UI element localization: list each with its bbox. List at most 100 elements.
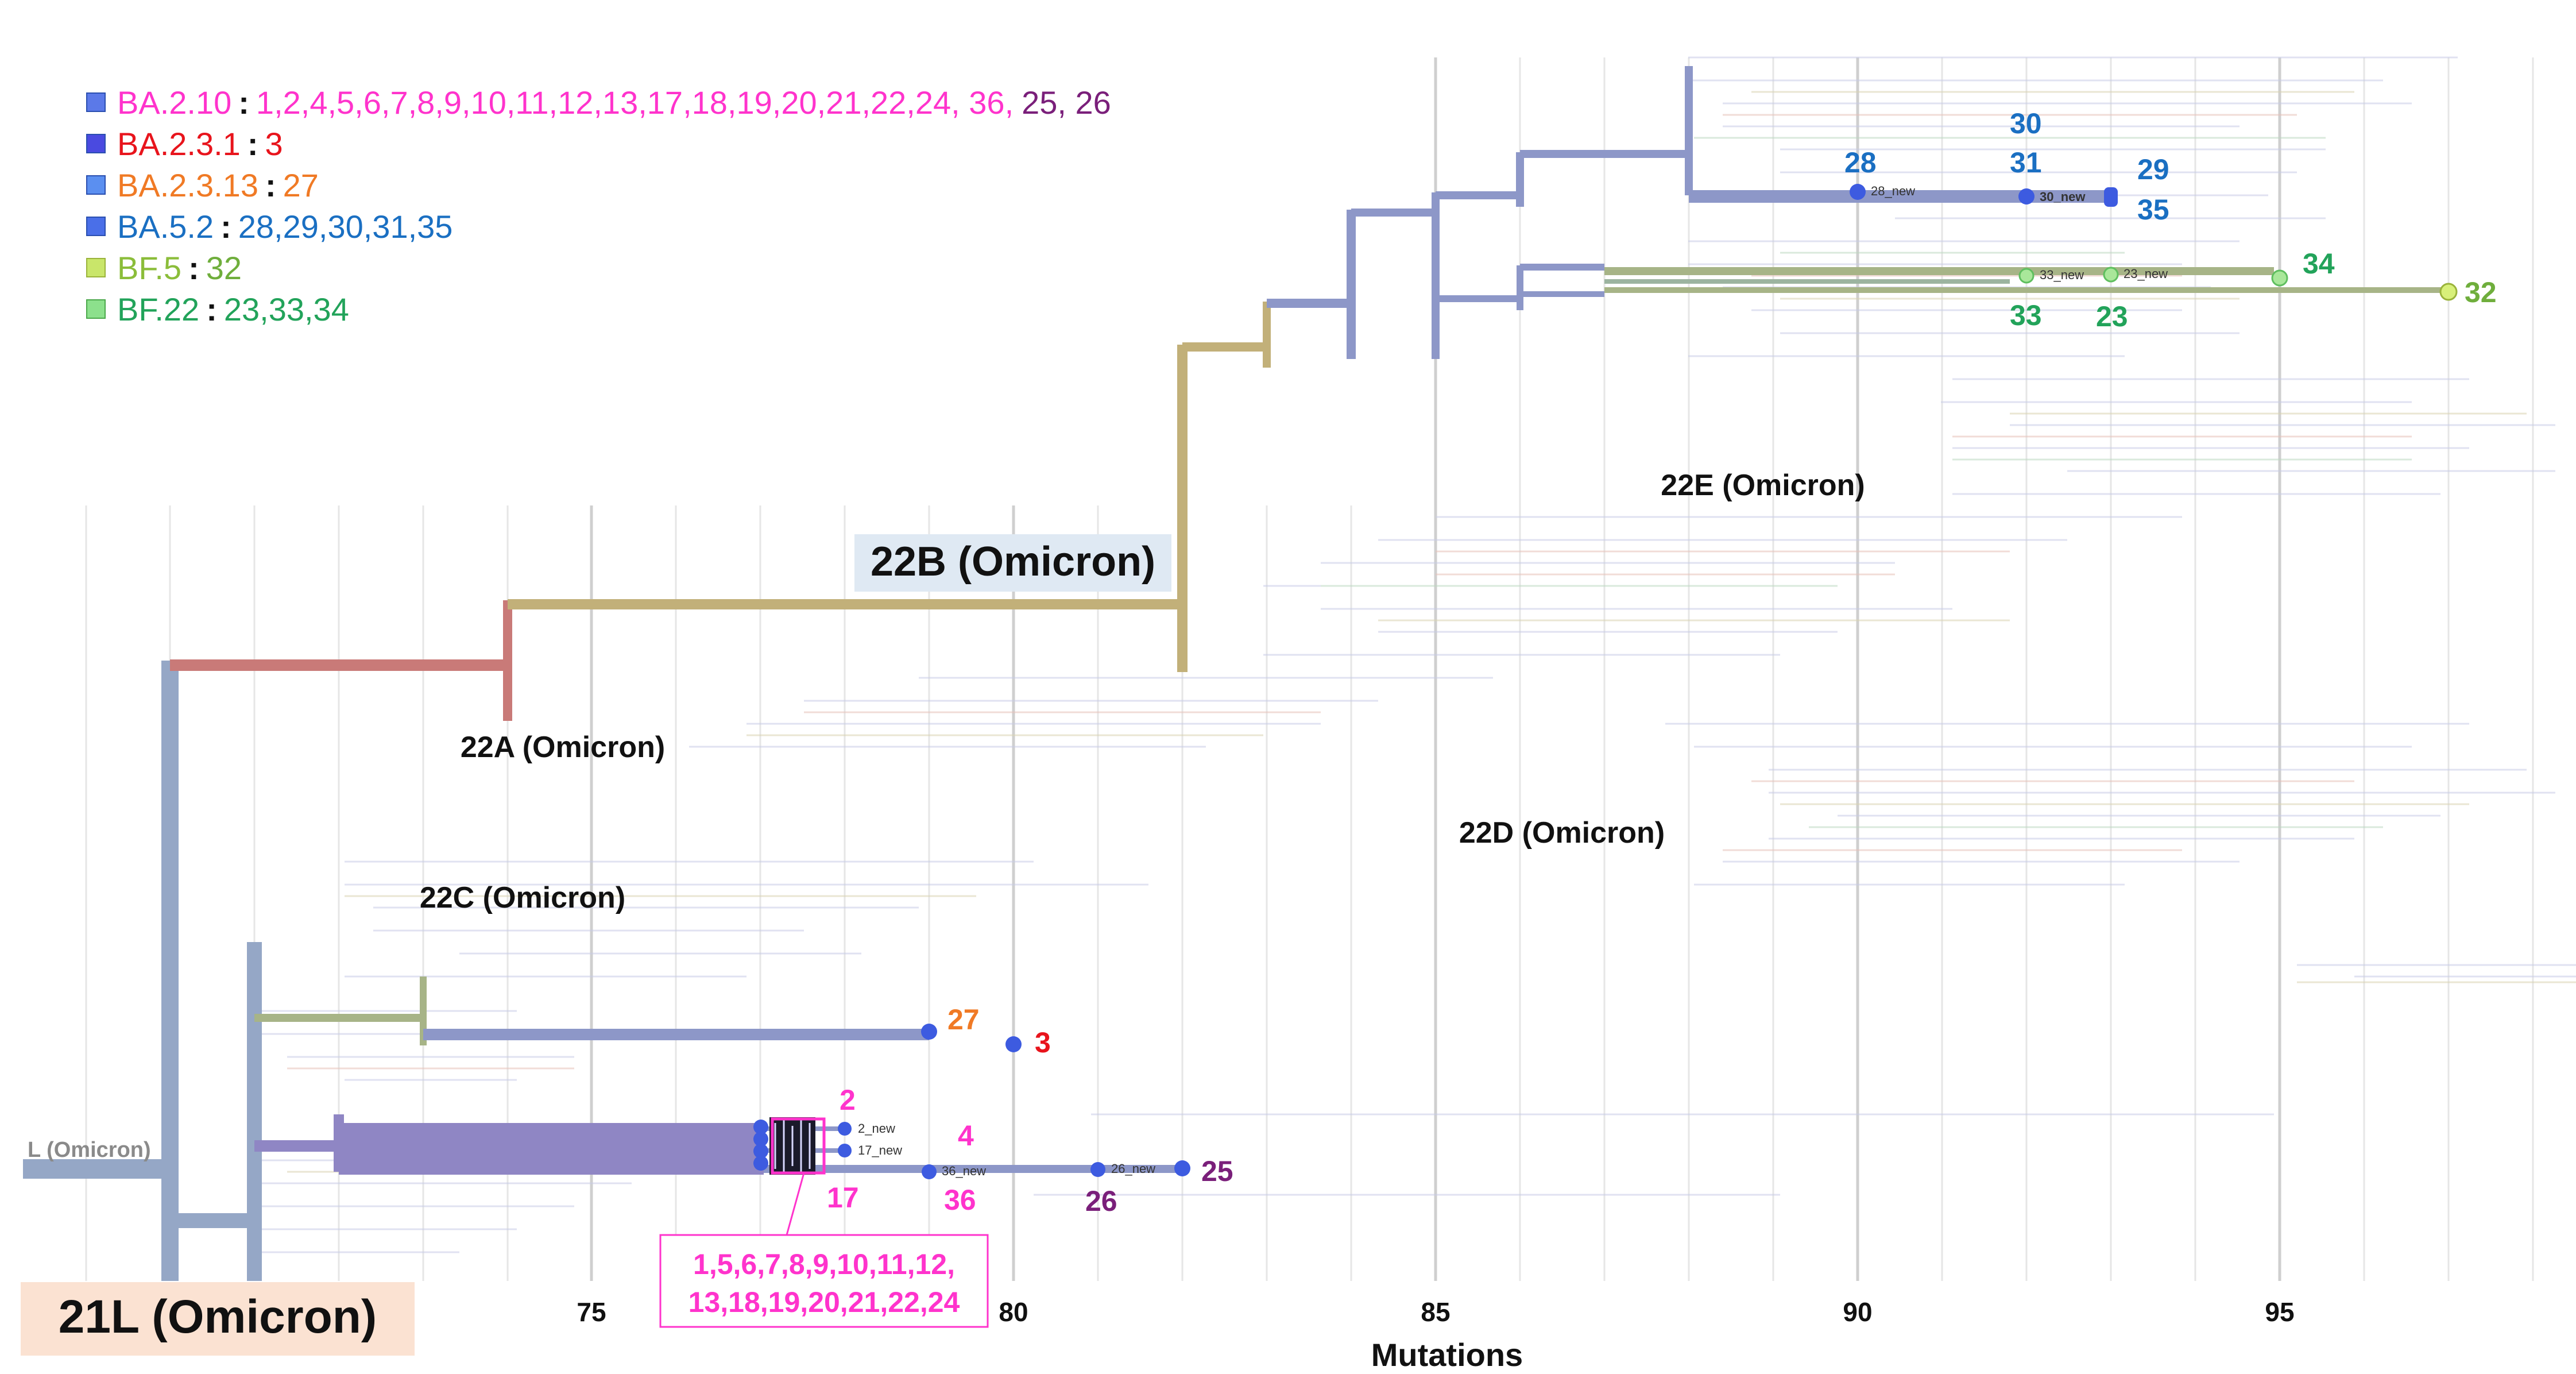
legend-lineage: BA.5.2 <box>117 208 214 245</box>
tip-tag-17: 17_new <box>858 1143 902 1157</box>
sample-label-29: 29 <box>2137 153 2169 186</box>
cluster-annotation-box <box>659 1234 989 1328</box>
legend-separator: : <box>265 167 276 203</box>
x-tick-label: 85 <box>1421 1297 1450 1327</box>
clade-label-22d: 22D (Omicron) <box>1459 816 1665 850</box>
legend-separator: : <box>206 291 217 327</box>
clade-labels: 22B (Omicron) 22A (Omicron) 22C (Omicron… <box>21 469 1865 1356</box>
clade-label-22c: 22C (Omicron) <box>420 881 625 914</box>
sample-label-33: 33 <box>2010 299 2042 331</box>
legend-lineage: BF.22 <box>117 291 200 327</box>
tip-tag-36: 36_new <box>942 1164 986 1178</box>
tree-branches <box>23 66 2447 1281</box>
tip-node-3 <box>1005 1036 1022 1052</box>
cluster-annotation: 1,5,6,7,8,9,10,11,12, 13,18,19,20,21,22,… <box>659 1234 989 1328</box>
tip-node-23 <box>2103 267 2119 283</box>
dense-cluster <box>753 1117 826 1175</box>
tip-node-27 <box>921 1024 937 1040</box>
cluster-leader-line <box>786 1172 805 1236</box>
clade-label-21l: 21L (Omicron) <box>59 1291 377 1343</box>
tip-tag-23: 23_new <box>2124 267 2168 281</box>
cluster-annotation-line1: 1,5,6,7,8,9,10,11,12, <box>693 1248 955 1280</box>
legend-item-ba-2-3-13[interactable]: BA.2.3.13 : 27 <box>86 164 1111 206</box>
sample-label-28: 28 <box>1844 146 1877 179</box>
x-axis-title: Mutations <box>1371 1337 1523 1373</box>
legend-separator: : <box>221 208 231 245</box>
sample-label-23: 23 <box>2096 300 2128 333</box>
legend-swatch-icon <box>86 175 106 195</box>
legend-samples: 1,2,4,5,6,7,8,9,10,11,12,13,17,18,19,20,… <box>256 84 1014 121</box>
sample-label-36: 36 <box>944 1184 976 1216</box>
legend-lineage: BA.2.3.1 <box>117 125 241 162</box>
sample-label-25: 25 <box>1201 1155 1233 1187</box>
sample-label-2: 2 <box>840 1084 856 1116</box>
cluster-annotation-line2: 13,18,19,20,21,22,24 <box>689 1286 960 1318</box>
legend-swatch-icon <box>86 299 106 319</box>
clade-label-22b: 22B (Omicron) <box>871 539 1155 585</box>
tip-node-33 <box>2018 268 2035 284</box>
legend: BA.2.10 : 1,2,4,5,6,7,8,9,10,11,12,13,17… <box>86 82 1111 330</box>
tip-node-26 <box>1090 1162 1105 1177</box>
tip-tag-28: 28_new <box>1871 184 1915 198</box>
tip-node-17 <box>838 1144 852 1157</box>
clade-label-21l-root: L (Omicron) <box>28 1138 151 1162</box>
x-axis: 75 80 85 90 95 Mutations <box>577 1297 2294 1373</box>
sample-labels: 28 30 31 29 35 34 32 33 23 27 3 2 4 25 1… <box>827 107 2497 1217</box>
tip-tags: 28_new 30_new 33_new 23_new 2_new 17_new… <box>858 184 2168 1178</box>
legend-item-bf-22[interactable]: BF.22 : 23,33,34 <box>86 288 1111 330</box>
tip-nodes <box>838 184 2458 1179</box>
tip-tag-2: 2_new <box>858 1121 895 1136</box>
legend-swatch-icon <box>86 92 106 112</box>
legend-item-bf-5[interactable]: BF.5 : 32 <box>86 247 1111 288</box>
sample-label-32: 32 <box>2465 276 2497 308</box>
tip-tag-26: 26_new <box>1111 1161 1155 1176</box>
legend-separator: : <box>188 249 199 286</box>
legend-samples-extra: 25, 26 <box>1022 84 1111 121</box>
legend-lineage: BA.2.3.13 <box>117 167 258 203</box>
tip-node-34 <box>2271 269 2288 287</box>
legend-samples: 28,29,30,31,35 <box>238 208 453 245</box>
legend-item-ba-2-10[interactable]: BA.2.10 : 1,2,4,5,6,7,8,9,10,11,12,13,17… <box>86 82 1111 123</box>
legend-swatch-icon <box>86 258 106 277</box>
legend-lineage: BF.5 <box>117 249 182 286</box>
clade-label-22e: 22E (Omicron) <box>1661 469 1865 502</box>
tip-node-29-35 <box>2104 187 2118 207</box>
x-tick-label: 90 <box>1843 1297 1872 1327</box>
legend-swatch-icon <box>86 217 106 236</box>
background-branches <box>258 56 2576 1253</box>
tip-node-36 <box>922 1164 937 1179</box>
legend-lineage: BA.2.10 <box>117 84 232 121</box>
legend-separator: : <box>238 84 249 121</box>
tip-node-28 <box>1850 184 1866 200</box>
sample-label-26: 26 <box>1085 1185 1117 1217</box>
legend-samples: 3 <box>265 125 283 162</box>
tip-node-25 <box>1174 1160 1190 1176</box>
sample-label-17: 17 <box>827 1182 859 1214</box>
tip-node-31 <box>2021 193 2032 204</box>
clade-22b-background <box>854 534 1171 592</box>
legend-swatch-icon <box>86 134 106 153</box>
tip-tag-33: 33_new <box>2040 268 2084 282</box>
tip-node-2 <box>838 1122 852 1136</box>
legend-separator: : <box>247 125 258 162</box>
x-tick-label: 75 <box>577 1297 606 1327</box>
sample-label-31: 31 <box>2010 146 2042 179</box>
x-tick-label: 95 <box>2265 1297 2294 1327</box>
branch-ba210-block <box>339 1123 764 1175</box>
tip-node-32 <box>2439 283 2458 301</box>
sample-label-35: 35 <box>2137 194 2169 226</box>
sample-label-27: 27 <box>947 1004 980 1036</box>
sample-label-3: 3 <box>1035 1026 1051 1059</box>
legend-samples: 23,33,34 <box>223 291 349 327</box>
sample-label-30: 30 <box>2010 107 2042 140</box>
sample-label-34: 34 <box>2303 248 2335 280</box>
legend-item-ba-2-3-1[interactable]: BA.2.3.1 : 3 <box>86 123 1111 164</box>
sample-label-4: 4 <box>958 1120 974 1152</box>
legend-samples: 32 <box>206 249 242 286</box>
legend-item-ba-5-2[interactable]: BA.5.2 : 28,29,30,31,35 <box>86 206 1111 247</box>
clade-21l-background <box>21 1282 415 1356</box>
tip-tag-30: 30_new <box>2040 190 2086 204</box>
clade-label-22a: 22A (Omicron) <box>461 731 665 764</box>
legend-samples: 27 <box>283 167 319 203</box>
